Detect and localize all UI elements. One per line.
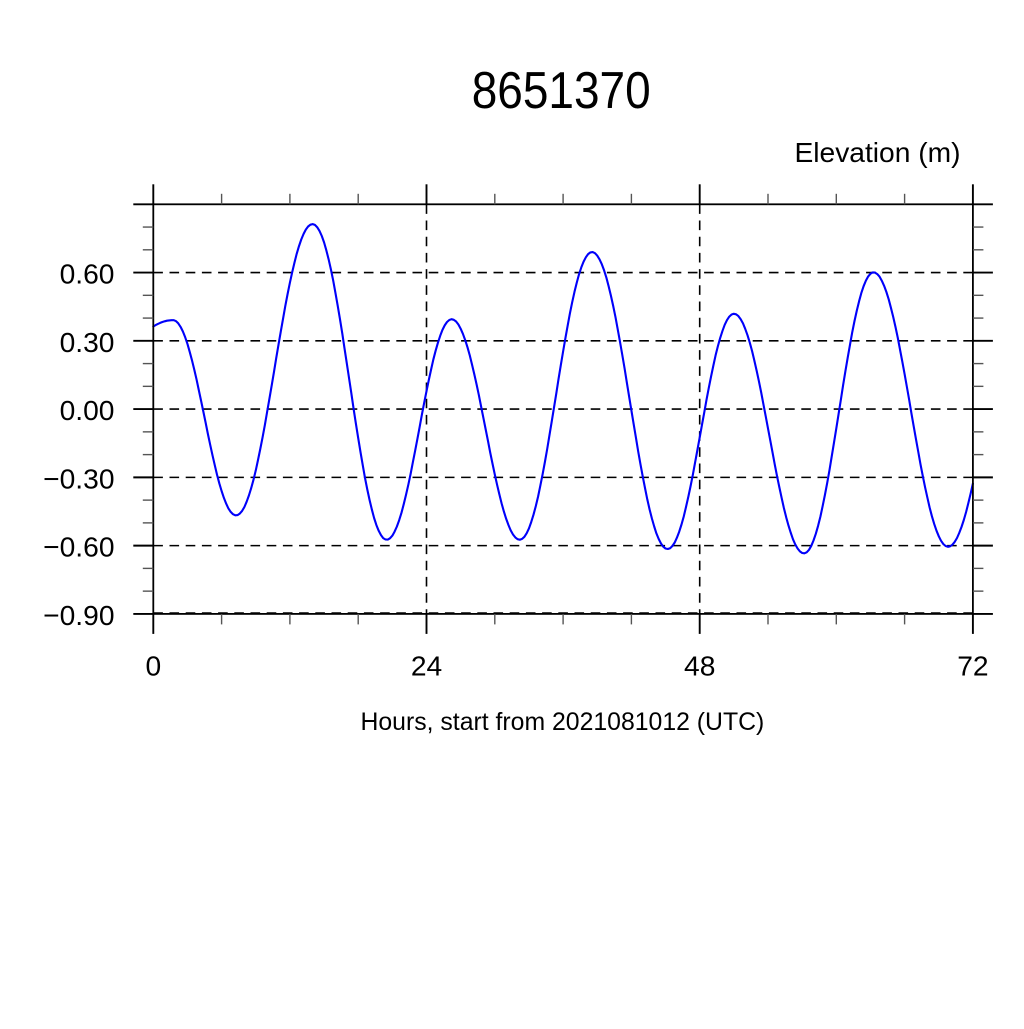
svg-text:−0.90: −0.90 [43,599,114,631]
svg-text:48: 48 [684,649,715,681]
svg-text:−0.60: −0.60 [43,531,114,563]
svg-text:24: 24 [411,649,442,681]
svg-text:Elevation (m): Elevation (m) [794,136,960,168]
svg-text:0.00: 0.00 [60,394,115,426]
svg-text:8651370: 8651370 [472,61,651,119]
svg-text:0.30: 0.30 [60,326,115,358]
svg-text:Hours, start from 2021081012 (: Hours, start from 2021081012 (UTC) [360,709,764,736]
svg-text:−0.30: −0.30 [43,462,114,494]
svg-text:72: 72 [957,649,988,681]
svg-text:0.60: 0.60 [60,258,115,290]
svg-text:0: 0 [145,649,161,681]
